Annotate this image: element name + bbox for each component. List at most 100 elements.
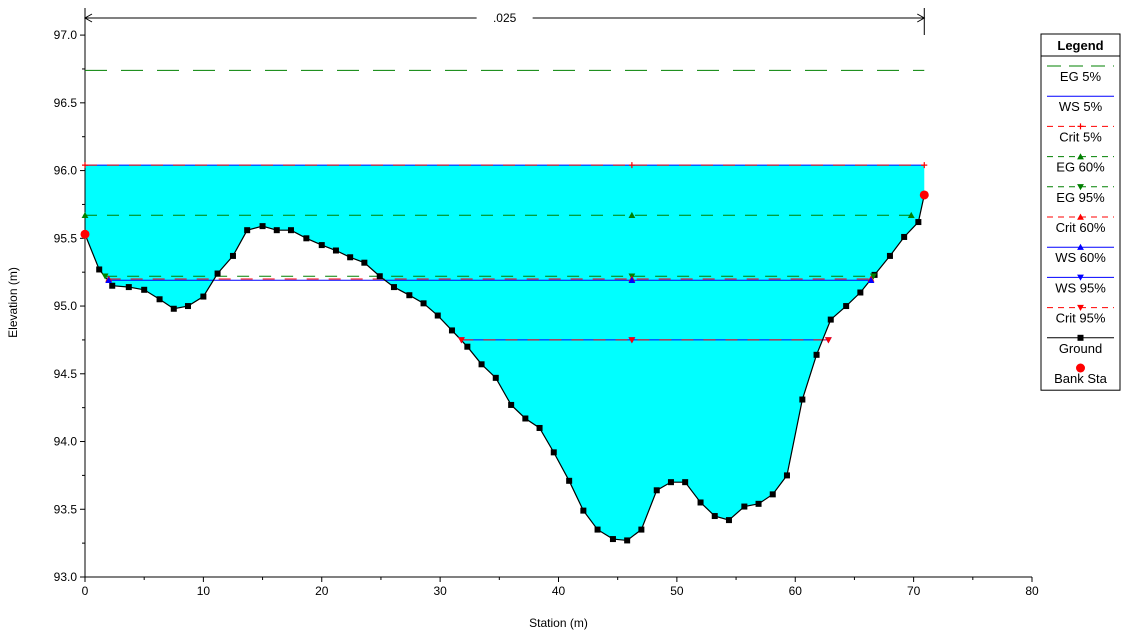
- ground-point: [508, 401, 515, 408]
- y-tick-label: 93.0: [54, 570, 78, 584]
- y-tick-label: 97.0: [54, 28, 78, 42]
- y-tick-label: 95.0: [54, 299, 78, 313]
- ground-point: [624, 537, 631, 544]
- legend-label-ground: Ground: [1059, 341, 1102, 356]
- series-marker-crit-95: [628, 337, 636, 344]
- x-tick-label: 80: [1025, 584, 1039, 598]
- ground-point: [813, 351, 820, 358]
- legend-label-eg-95: EG 95%: [1056, 190, 1105, 205]
- series-marker-ws-60: [628, 276, 636, 284]
- legend-marker-ws-60: [1077, 243, 1084, 250]
- ground-point: [109, 282, 116, 289]
- axes: 0 10 20 30 40 50 60 70 80 93.0 93.5 94.0 94.5 95.0 95.…: [54, 8, 1039, 598]
- ground-point: [901, 233, 908, 240]
- y-tick-label: 94.0: [54, 435, 78, 449]
- ground-point: [697, 499, 704, 506]
- bank-stations: [80, 190, 929, 239]
- series-marker-crit-5: [82, 162, 88, 169]
- ground-point: [638, 526, 645, 533]
- mannings-n-label: .025: [493, 11, 517, 25]
- ground-point: [755, 500, 762, 507]
- x-tick-label: 60: [789, 584, 803, 598]
- ground-point: [682, 479, 689, 486]
- ground-point: [420, 300, 427, 307]
- x-tick-label: 20: [315, 584, 329, 598]
- ground-point: [915, 219, 922, 226]
- ground-point: [200, 293, 207, 300]
- legend-marker-bank-sta: [1076, 363, 1085, 373]
- mannings-n-indicator: .025: [83, 8, 926, 35]
- series-marker-eg-60: [628, 211, 636, 218]
- ground-point: [125, 284, 132, 291]
- legend-marker-eg-60: [1077, 153, 1084, 160]
- ground-point: [711, 513, 718, 520]
- series-lines: [85, 69, 925, 341]
- legend-label-ws-95: WS 95%: [1055, 280, 1106, 295]
- ground-point: [96, 266, 103, 273]
- mannings-arrow-right: [917, 13, 926, 23]
- ground-point: [857, 289, 864, 296]
- x-tick-label: 50: [670, 584, 684, 598]
- ground-point: [478, 361, 485, 368]
- ground-point: [318, 242, 325, 249]
- ground-point: [843, 303, 850, 310]
- ground-point: [741, 503, 748, 510]
- ground-point: [799, 396, 806, 403]
- series-marker-crit-5: [628, 162, 635, 169]
- legend-marker-crit-60: [1077, 213, 1084, 220]
- ground-point: [184, 303, 191, 310]
- y-tick-label: 96.5: [54, 96, 78, 110]
- legend-label-crit-60: Crit 60%: [1056, 220, 1106, 235]
- legend-label-ws-5: WS 5%: [1059, 99, 1103, 114]
- ground-point: [609, 536, 616, 543]
- ground-point: [141, 286, 148, 293]
- legend-marker-crit-95: [1077, 304, 1084, 311]
- ground-point: [406, 292, 413, 299]
- ground-point: [492, 374, 499, 381]
- ground-point: [347, 254, 354, 261]
- series-marker-crit-95: [458, 337, 465, 344]
- legend-title: Legend: [1057, 38, 1103, 53]
- ground-point: [827, 316, 834, 323]
- series-marker-crit-5: [921, 162, 928, 169]
- legend-marker-eg-95: [1077, 184, 1084, 191]
- ground-point: [783, 472, 790, 479]
- ground-point: [434, 312, 441, 319]
- ground-point: [667, 479, 674, 486]
- ground-series: [82, 191, 928, 544]
- ground-point: [244, 227, 251, 234]
- ground-point: [361, 259, 368, 266]
- x-tick-label: 10: [197, 584, 211, 598]
- y-tick-label: 95.5: [54, 231, 78, 245]
- ground-point: [332, 247, 339, 254]
- ground-point: [287, 227, 294, 234]
- ground-point: [273, 227, 280, 234]
- ground-point: [886, 252, 893, 259]
- series-markers: [81, 162, 928, 344]
- legend-label-ws-60: WS 60%: [1055, 250, 1106, 265]
- ground-point: [594, 526, 601, 533]
- ground-point: [522, 415, 529, 422]
- legend-box: [1040, 33, 1121, 391]
- series-marker-eg-60: [907, 211, 915, 218]
- bank-station-point: [80, 229, 90, 239]
- series-marker-crit-95: [824, 337, 832, 344]
- series-marker-eg-60: [81, 211, 89, 218]
- y-axis-title: Elevation (m): [6, 267, 20, 338]
- series-marker-ws-60: [867, 276, 875, 284]
- ground-point: [536, 424, 543, 431]
- x-tick-label: 30: [433, 584, 447, 598]
- legend-marker-ws-95: [1077, 274, 1084, 281]
- legend-label-eg-5: EG 5%: [1060, 69, 1102, 84]
- ground-point: [214, 270, 221, 277]
- ground-point: [580, 507, 587, 514]
- legend-marker-crit-5: [1077, 123, 1084, 130]
- ground-point: [725, 517, 732, 524]
- legend: Legend EG 5% WS 5% Crit 5% EG 60% EG 95% Crit…: [1040, 33, 1121, 391]
- bank-station-point: [919, 190, 929, 200]
- mannings-arrow-left: [83, 13, 93, 23]
- ground-point: [566, 477, 573, 484]
- water-fill-layer: [85, 165, 925, 541]
- legend-label-crit-5: Crit 5%: [1059, 129, 1102, 144]
